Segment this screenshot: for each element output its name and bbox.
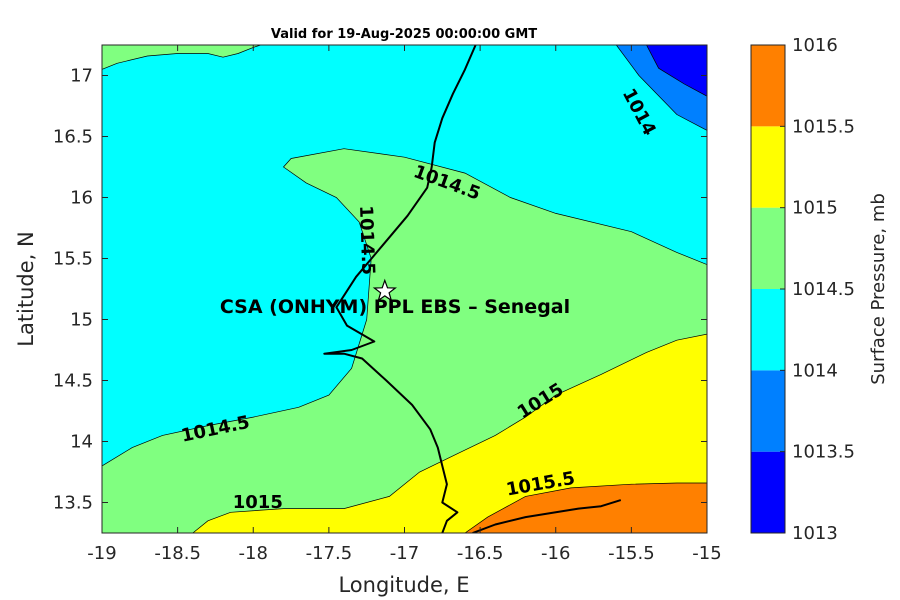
station-marker: CSA (ONHYM) PPL EBS – Senegal bbox=[220, 278, 570, 318]
colorbar-label: Surface Pressure, mb bbox=[868, 193, 889, 385]
colorbar-segment bbox=[751, 370, 785, 452]
y-tick-label: 14.5 bbox=[53, 371, 93, 392]
coastline bbox=[323, 45, 622, 533]
colorbar-tick-label: 1015.5 bbox=[792, 116, 855, 137]
chart-title: Valid for 19-Aug-2025 00:00:00 GMT bbox=[271, 27, 537, 42]
contour-fills bbox=[102, 45, 707, 533]
y-axis-label: Latitude, N bbox=[14, 231, 38, 347]
x-axis-label: Longitude, E bbox=[338, 573, 469, 597]
contour-region-1013 bbox=[646, 45, 707, 97]
y-tick-label: 13.5 bbox=[53, 493, 93, 514]
x-tick-label: -19 bbox=[87, 543, 116, 564]
colorbar-tick-label: 1013 bbox=[792, 523, 838, 544]
station-star-icon bbox=[372, 278, 397, 302]
x-axis-ticks: -19 -18.5 -18 -17.5 -17 -16.5 -16 -15.5 -15 bbox=[87, 45, 722, 564]
colorbar-segment bbox=[751, 207, 785, 289]
x-tick-label: -15.5 bbox=[608, 543, 655, 564]
x-tick-label: -16.5 bbox=[457, 543, 504, 564]
y-axis-ticks: 13.5 14 14.5 15 15.5 16 16.5 17 bbox=[53, 66, 707, 514]
contour-region-1014_5 bbox=[102, 45, 261, 70]
colorbar-segment bbox=[751, 126, 785, 208]
y-tick-label: 15 bbox=[70, 310, 93, 331]
colorbar: 1013 1013.5 1014 1014.5 1015 1015.5 1016 bbox=[750, 35, 855, 544]
colorbar-tick-label: 1016 bbox=[792, 35, 838, 56]
y-tick-label: 17 bbox=[70, 66, 93, 87]
y-tick-label: 16 bbox=[70, 188, 93, 209]
y-tick-label: 16.5 bbox=[53, 127, 93, 148]
station-label: CSA (ONHYM) PPL EBS – Senegal bbox=[220, 296, 570, 318]
plot-area bbox=[102, 45, 707, 533]
y-tick-label: 14 bbox=[70, 432, 93, 453]
colorbar-tick-label: 1014 bbox=[792, 360, 838, 381]
x-tick-label: -16 bbox=[541, 543, 570, 564]
coastline-segment bbox=[472, 499, 622, 533]
colorbar-segment bbox=[751, 451, 785, 533]
x-tick-label: -17.5 bbox=[306, 543, 353, 564]
y-tick-label: 15.5 bbox=[53, 249, 93, 270]
x-tick-label: -18 bbox=[239, 543, 268, 564]
contour-region-1015 bbox=[192, 333, 707, 533]
contour-label: 1015 bbox=[233, 492, 283, 513]
colorbar-tick-label: 1014.5 bbox=[792, 279, 855, 300]
colorbar-tick-label: 1013.5 bbox=[792, 442, 855, 463]
x-tick-label: -18.5 bbox=[154, 543, 201, 564]
colorbar-tick-label: 1015 bbox=[792, 198, 838, 219]
colorbar-segment bbox=[751, 45, 785, 127]
x-tick-label: -17 bbox=[390, 543, 419, 564]
contour-label: 1014.5 bbox=[355, 205, 378, 275]
coastline-segment bbox=[323, 45, 477, 533]
x-tick-label: -15 bbox=[692, 543, 721, 564]
colorbar-segment bbox=[751, 289, 785, 371]
